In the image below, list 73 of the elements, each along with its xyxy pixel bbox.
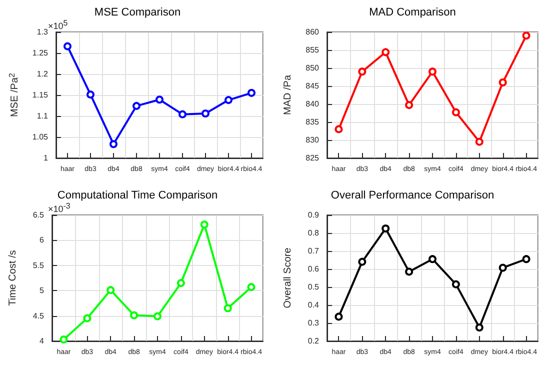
- point: [475, 138, 484, 146]
- y-tick-label: 1.3: [36, 28, 49, 36]
- y-tick-label: 5: [40, 286, 45, 295]
- point: [428, 68, 436, 76]
- point: [110, 140, 118, 148]
- point: [358, 257, 366, 266]
- y-tick-label: 0.8: [308, 228, 320, 237]
- y-tick-label: 4.5: [32, 310, 45, 320]
- y-tick-label: 0.9: [308, 210, 320, 219]
- point: [224, 96, 232, 104]
- point: [498, 78, 507, 86]
- chart-title: Computational Time Comparison: [57, 189, 218, 201]
- y-tick-label: 1: [44, 154, 49, 162]
- point: [382, 224, 390, 232]
- y-tick-label: 840: [306, 100, 320, 108]
- point: [452, 280, 460, 288]
- y-tick-label: 0.5: [308, 282, 320, 291]
- y-tick-label: 1.15: [32, 90, 49, 100]
- y-tick-label: 4: [40, 336, 45, 345]
- y-tick-label: 1.2: [36, 70, 49, 78]
- point: [428, 254, 436, 263]
- point: [86, 90, 94, 99]
- point: [83, 314, 92, 322]
- point: [522, 254, 530, 263]
- y-tick-label: 830: [306, 136, 320, 144]
- point: [132, 102, 140, 110]
- point: [405, 101, 414, 110]
- point: [405, 267, 414, 276]
- point: [248, 88, 256, 97]
- point: [64, 42, 72, 50]
- y-tick-label: 0.3: [308, 318, 320, 327]
- chart-title: MAD Comparison: [369, 6, 456, 18]
- y-tick-label: 0.6: [308, 264, 320, 273]
- point: [475, 323, 484, 331]
- y-tick-label: 0.2: [308, 336, 320, 345]
- point: [130, 310, 138, 319]
- y-tick-label: 0.7: [308, 246, 320, 255]
- point: [358, 68, 366, 76]
- y-tick-label: 845: [306, 82, 320, 90]
- point: [334, 312, 343, 320]
- y-axis-title: Overall Score: [282, 246, 294, 308]
- y-tick-label: 1.1: [36, 112, 49, 120]
- y-axis-title: MSE /Pa2: [8, 72, 20, 117]
- y-tick-label: 6.5: [32, 210, 45, 219]
- point: [452, 108, 460, 116]
- chart-title: Overall Performance Comparison: [330, 189, 494, 201]
- chart-title: MSE Comparison: [94, 6, 181, 18]
- point: [498, 263, 507, 272]
- y-tick-label: 5.5: [32, 260, 45, 270]
- point: [154, 312, 162, 320]
- point: [178, 110, 186, 118]
- point: [200, 220, 208, 228]
- y-tick-label: 835: [306, 118, 320, 126]
- y-tick-label: 6: [40, 235, 45, 244]
- y-tick-label: 1.25: [32, 48, 49, 58]
- y-tick-label: 825: [306, 154, 320, 162]
- y-tick-label: 0.4: [308, 300, 320, 309]
- point: [247, 282, 256, 291]
- point: [522, 32, 530, 40]
- point: [224, 304, 232, 312]
- point: [334, 125, 343, 134]
- y-tick-label: 860: [306, 28, 320, 36]
- y-tick-label: 855: [306, 46, 320, 54]
- y-axis-title: Time Cost /s: [8, 250, 18, 306]
- point: [382, 48, 390, 56]
- y-tick-label: 850: [306, 64, 320, 72]
- y-tick-label: 1.05: [32, 132, 49, 142]
- point: [202, 109, 210, 118]
- point: [60, 334, 68, 343]
- y-axis-title: MAD /Pa: [282, 74, 294, 116]
- point: [176, 278, 185, 287]
- point: [106, 286, 115, 294]
- point: [156, 96, 164, 104]
